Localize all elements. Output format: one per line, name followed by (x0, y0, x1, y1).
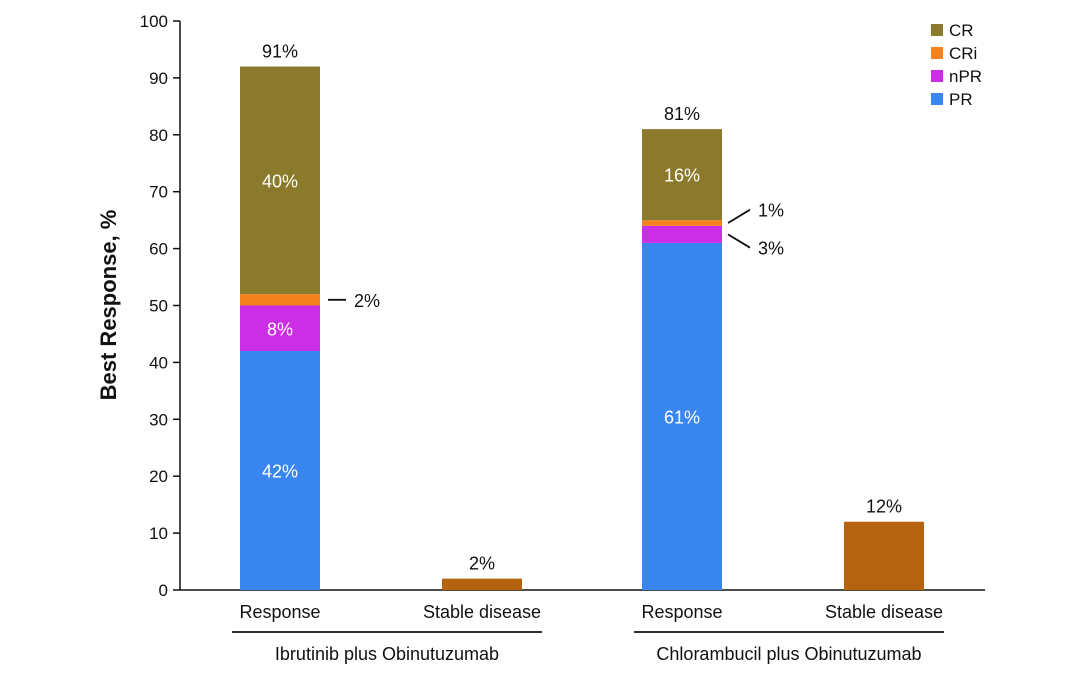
y-tick-label: 70 (149, 183, 168, 202)
group-label: Ibrutinib plus Obinutuzumab (275, 644, 499, 664)
x-category-label: Response (641, 602, 722, 622)
bar-stable-disease (442, 578, 522, 590)
bar-total-label: 2% (469, 554, 495, 574)
x-category-label: Response (239, 602, 320, 622)
callout-line (727, 208, 751, 224)
bar-segment-cr (240, 66, 320, 295)
bar-total-label: 91% (262, 42, 298, 62)
bar-segment-npr (240, 305, 320, 352)
legend-label-pr: PR (949, 90, 973, 109)
group-label: Chlorambucil plus Obinutuzumab (656, 644, 921, 664)
x-category-label: Stable disease (423, 602, 541, 622)
segment-value-label: 16% (664, 166, 700, 186)
bar-segment-pr (642, 242, 722, 590)
bar-segment-cri (240, 294, 320, 306)
y-tick-label: 30 (149, 410, 168, 429)
bar-segment-cri (642, 220, 722, 226)
bar-segment-cr (642, 129, 722, 221)
callout-value-label: 2% (354, 291, 380, 311)
legend-swatch-pr (931, 93, 943, 105)
bar-segment-npr (642, 225, 722, 243)
y-tick-label: 60 (149, 240, 168, 259)
segment-value-label: 42% (262, 462, 298, 482)
y-tick-label: 0 (159, 581, 168, 600)
x-category-label: Stable disease (825, 602, 943, 622)
callout-value-label: 3% (758, 239, 784, 259)
segment-value-label: 40% (262, 171, 298, 191)
y-tick-label: 80 (149, 126, 168, 145)
y-tick-label: 50 (149, 297, 168, 316)
legend-label-cri: CRi (949, 44, 977, 63)
callout-line (727, 233, 751, 249)
legend-label-npr: nPR (949, 67, 982, 86)
segment-value-label: 8% (267, 319, 293, 339)
y-tick-label: 90 (149, 69, 168, 88)
callout-value-label: 1% (758, 201, 784, 221)
bar-total-label: 12% (866, 497, 902, 517)
bar-total-label: 81% (664, 104, 700, 124)
y-tick-label: 20 (149, 467, 168, 486)
y-tick-label: 10 (149, 524, 168, 543)
legend-swatch-cr (931, 24, 943, 36)
y-tick-label: 40 (149, 353, 168, 372)
legend-swatch-cri (931, 47, 943, 59)
segment-value-label: 61% (664, 407, 700, 427)
y-axis-label: Best Response, % (96, 210, 121, 401)
legend-swatch-npr (931, 70, 943, 82)
bar-stable-disease (844, 521, 924, 590)
y-tick-label: 100 (140, 12, 168, 31)
legend-label-cr: CR (949, 21, 974, 40)
bar-segment-pr (240, 351, 320, 590)
